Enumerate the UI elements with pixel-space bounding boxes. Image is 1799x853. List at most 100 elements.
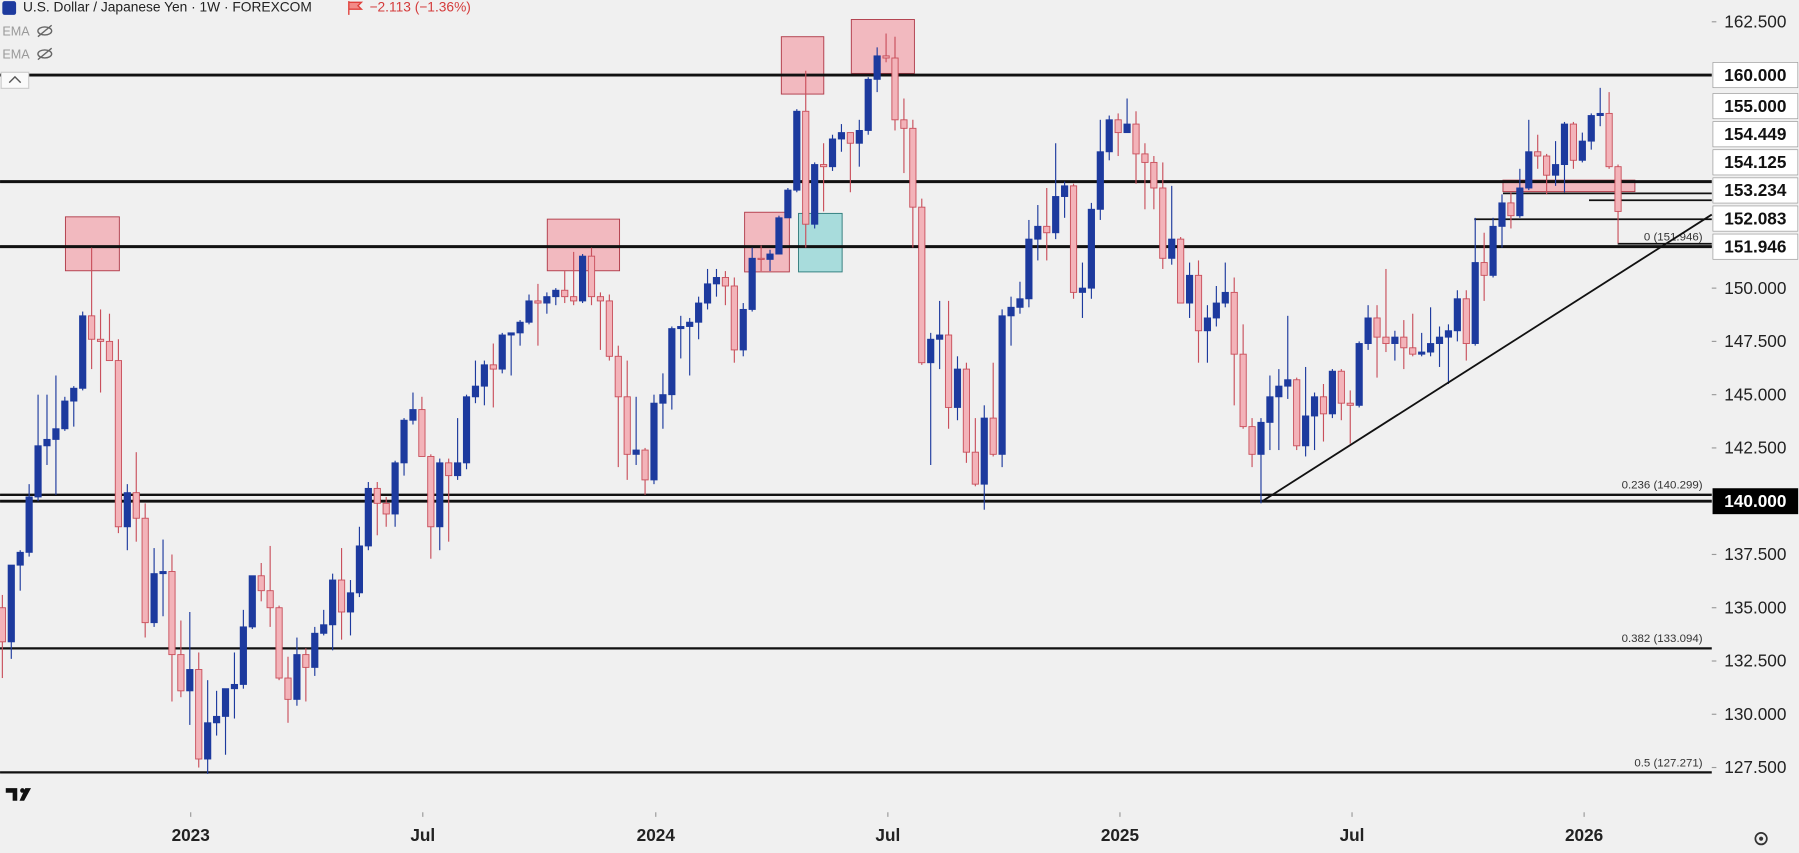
candle-body xyxy=(1543,155,1551,176)
candle-body xyxy=(275,607,283,679)
candle-body xyxy=(1105,119,1113,153)
candle-body xyxy=(1578,140,1586,161)
trend-line xyxy=(1261,213,1713,503)
candle-body xyxy=(1525,151,1533,189)
candle-body xyxy=(1194,274,1203,332)
flag-icon xyxy=(348,1,364,15)
price-label: 152.083 xyxy=(1724,208,1786,228)
candle-body xyxy=(507,332,515,336)
zone-box xyxy=(850,19,915,74)
candle-body xyxy=(1257,421,1265,455)
candle-body xyxy=(909,127,917,208)
candle-body xyxy=(721,277,729,287)
zone-box xyxy=(64,216,120,272)
candle-body xyxy=(382,502,390,515)
candle-body xyxy=(793,110,801,191)
candle-body xyxy=(204,722,212,760)
candle-body xyxy=(820,164,828,168)
candle-body xyxy=(632,449,640,455)
candle-body xyxy=(989,417,997,455)
candle-body xyxy=(1221,291,1229,304)
candle-body xyxy=(302,654,310,668)
candle-body xyxy=(650,402,658,481)
candle-body xyxy=(61,400,69,430)
candle-body xyxy=(828,138,837,168)
candle-body xyxy=(1489,225,1497,276)
candle-body xyxy=(1560,123,1569,166)
candle-body xyxy=(775,217,783,255)
candle-body xyxy=(944,334,953,408)
candle-body xyxy=(1587,115,1595,142)
candle-body xyxy=(168,571,176,656)
candle-body xyxy=(400,419,408,464)
candle-body xyxy=(1319,396,1328,415)
candle-body xyxy=(1462,298,1470,344)
candle-body xyxy=(641,449,649,481)
candle-body xyxy=(918,206,926,364)
candle-body xyxy=(329,579,337,626)
y-tick-label: 147.500 xyxy=(1724,331,1786,351)
candle-body xyxy=(1248,426,1256,455)
candle-body xyxy=(570,296,578,302)
settings-icon[interactable] xyxy=(1754,832,1768,846)
candle-body xyxy=(1052,196,1060,234)
candle-body xyxy=(132,492,140,519)
candle-body xyxy=(900,119,908,129)
indicator-label: EMA xyxy=(2,24,30,38)
candle-body xyxy=(105,340,114,362)
collapse-button[interactable] xyxy=(0,71,30,89)
candle-body xyxy=(1141,153,1149,163)
candle-body xyxy=(1159,187,1167,259)
candle-body xyxy=(150,573,158,624)
y-tick-label: 132.500 xyxy=(1724,651,1786,671)
candle-body xyxy=(1435,336,1444,344)
x-tick-label: 2025 xyxy=(1101,825,1140,845)
x-tick-label: 2024 xyxy=(637,825,676,845)
candle-body xyxy=(1507,202,1515,217)
candle-body xyxy=(52,428,60,440)
candle-body xyxy=(96,338,105,342)
candle-body xyxy=(1177,238,1185,304)
candle-body xyxy=(1355,343,1363,406)
fib-label: 0.236 (140.299) xyxy=(1622,480,1703,492)
candle-body xyxy=(1239,353,1247,428)
candle-body xyxy=(364,487,372,547)
candle-body xyxy=(1043,225,1051,234)
candles xyxy=(0,33,1622,774)
candle-body xyxy=(141,517,149,624)
candle-body xyxy=(16,551,24,566)
candle-body xyxy=(534,300,542,304)
x-tick-label: 2026 xyxy=(1565,825,1603,845)
candle-body xyxy=(1132,123,1140,155)
hidden-icon[interactable] xyxy=(37,24,53,38)
fib-label: 0.382 (133.094) xyxy=(1622,633,1703,645)
candle-body xyxy=(1551,164,1560,176)
candle-body xyxy=(88,315,96,340)
hidden-icon[interactable] xyxy=(37,47,53,61)
candle-body xyxy=(1185,274,1194,304)
candle-body xyxy=(1034,225,1042,240)
candle-body xyxy=(802,110,810,225)
candle-body xyxy=(936,334,944,340)
candle-body xyxy=(70,387,78,402)
candle-body xyxy=(195,669,203,760)
candle-body xyxy=(552,289,560,298)
price-label-box xyxy=(1712,93,1799,120)
candle-body xyxy=(1123,123,1131,134)
price-label: 140.000 xyxy=(1724,491,1786,511)
candle-body xyxy=(1534,151,1542,157)
candle-body xyxy=(757,257,765,260)
x-tick-label: Jul xyxy=(410,825,435,845)
legend-header: U.S. Dollar / Japanese Yen · 1W · FOREXC… xyxy=(0,0,471,89)
candle-body xyxy=(1498,202,1506,227)
candle-body xyxy=(587,255,596,298)
candle-body xyxy=(837,132,846,140)
candle-body xyxy=(1516,187,1524,217)
candle-body xyxy=(177,654,185,692)
candle-body xyxy=(1230,291,1238,355)
candle-body xyxy=(1471,262,1479,344)
candle-body xyxy=(257,575,265,592)
candle-body xyxy=(1605,112,1613,168)
